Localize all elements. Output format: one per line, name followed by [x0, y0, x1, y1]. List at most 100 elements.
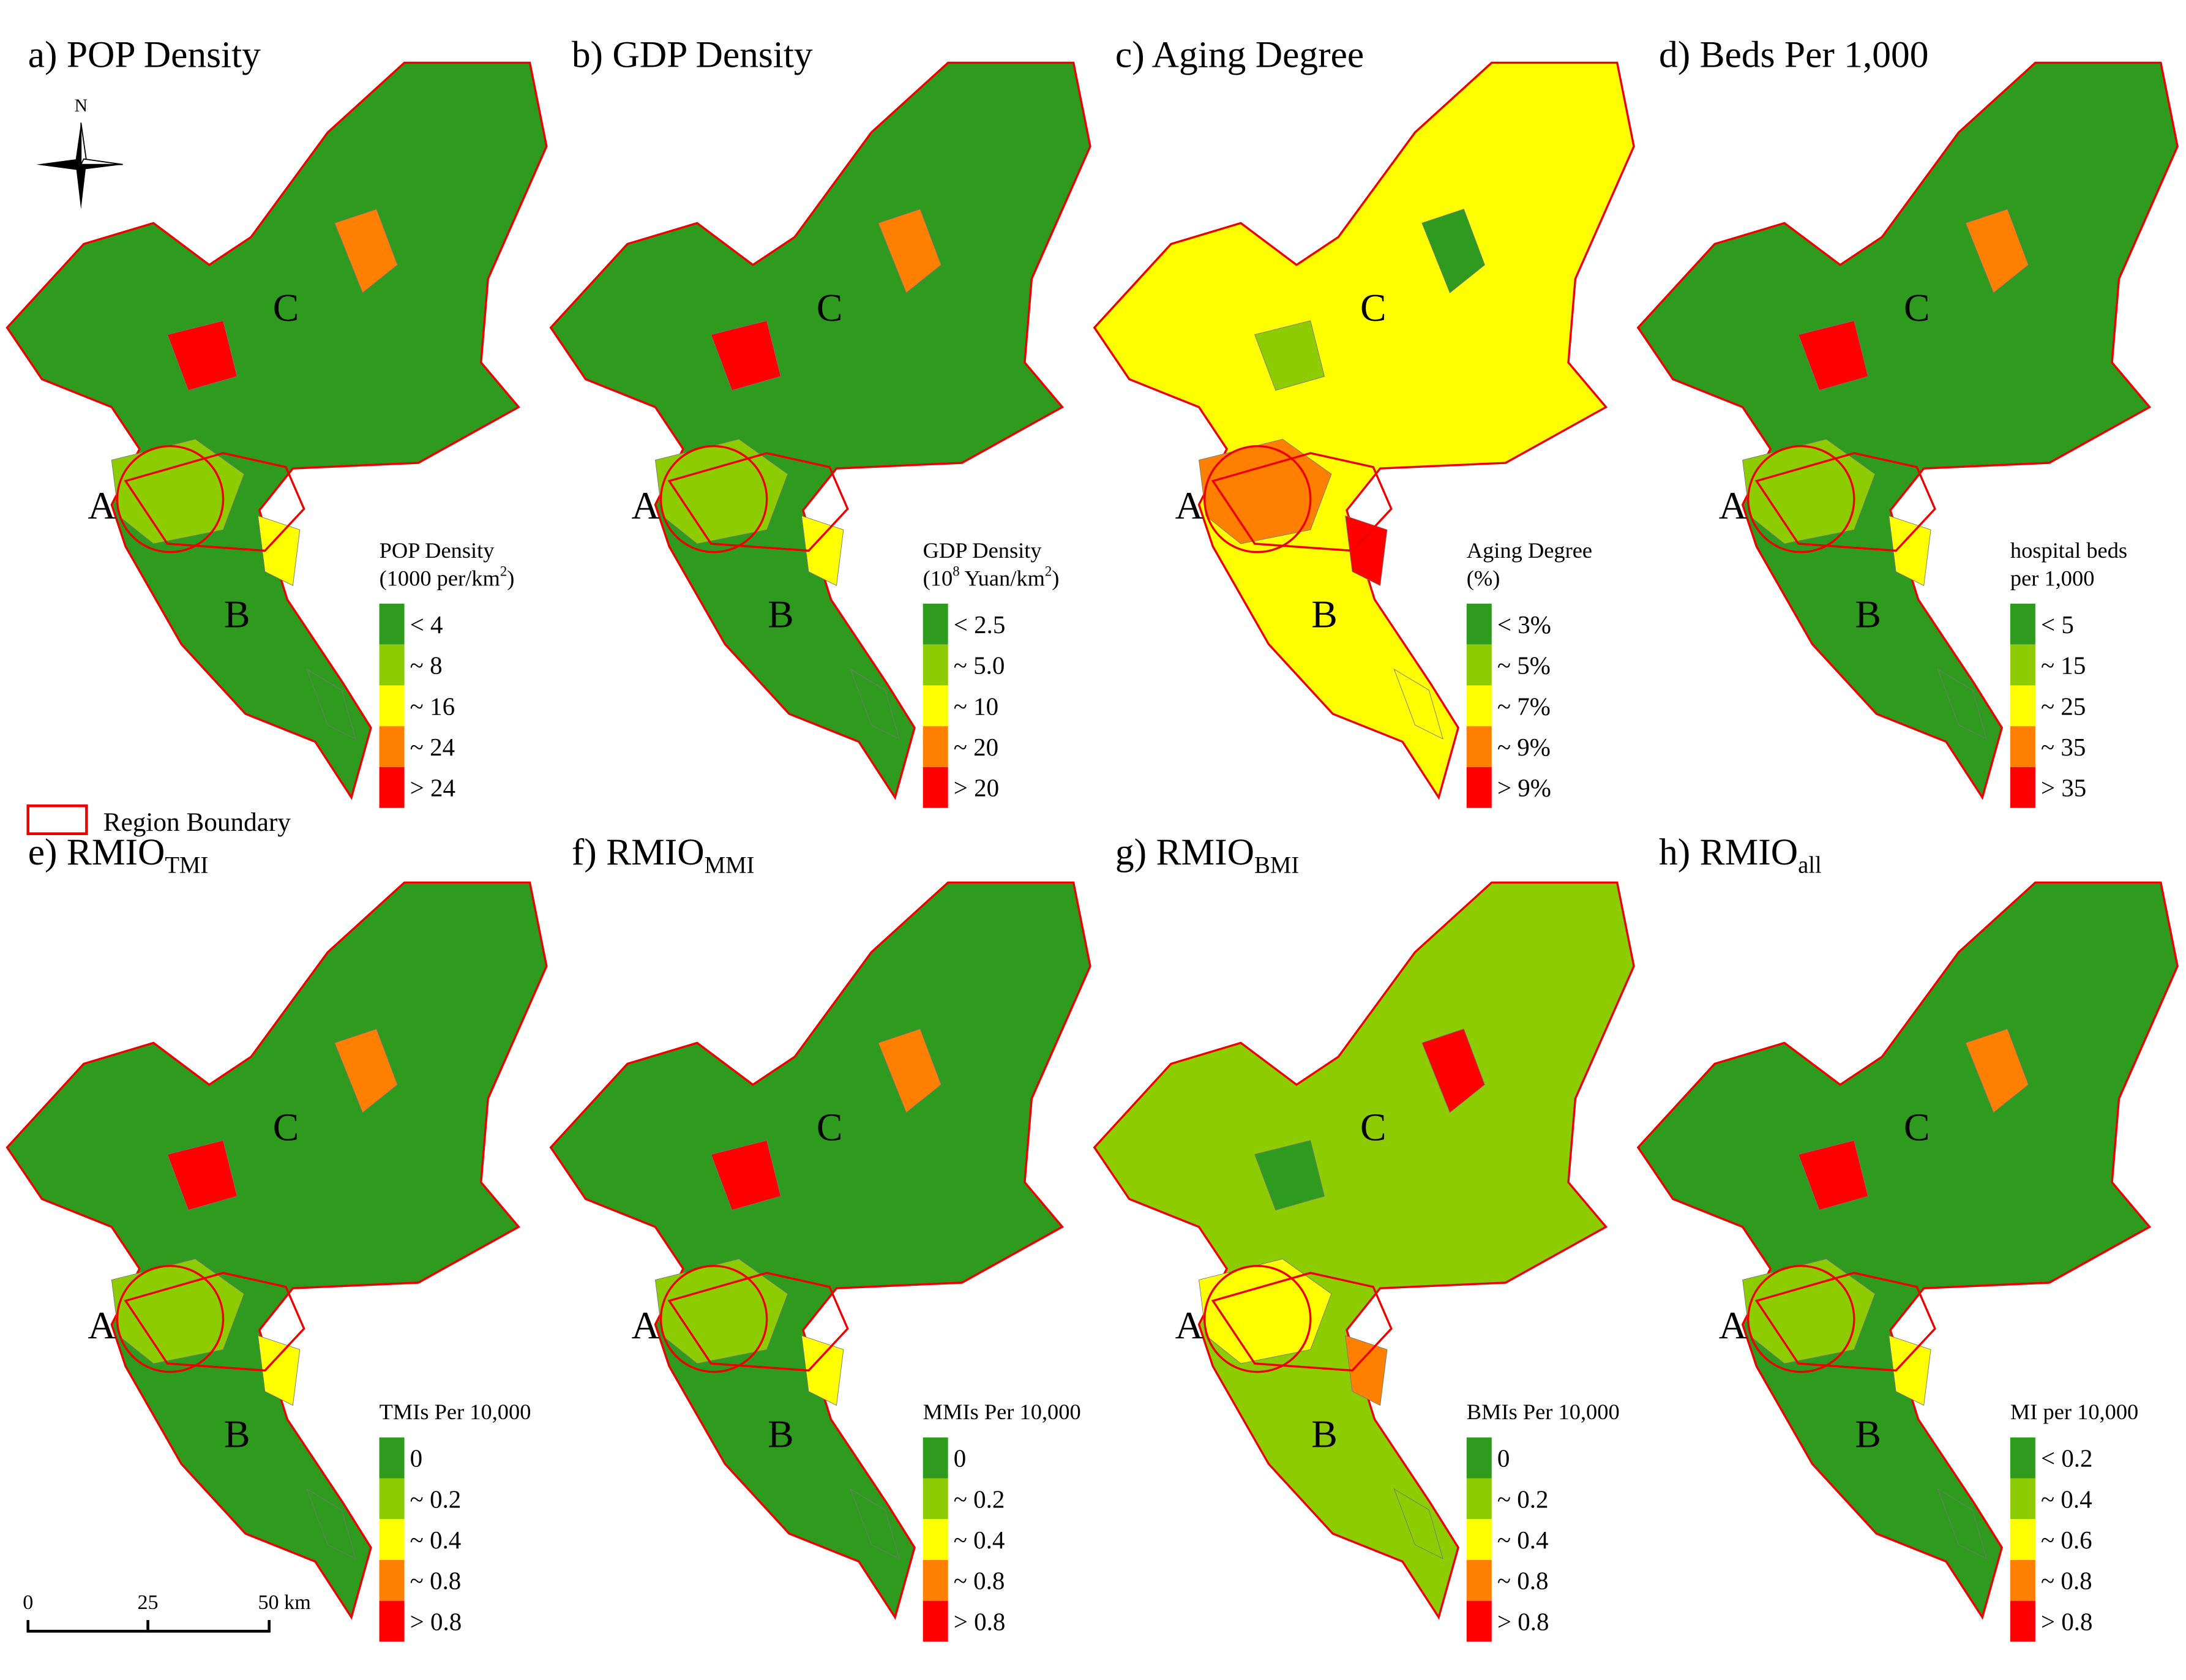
legend-swatch — [923, 685, 948, 727]
legend-label: > 0.8 — [2041, 1607, 2093, 1635]
legend-title: GDP Density — [923, 538, 1042, 563]
legend-swatch — [379, 1600, 405, 1642]
district — [334, 209, 398, 293]
region-label: A — [632, 1303, 660, 1347]
legend-swatch — [2010, 1519, 2035, 1560]
legend-label: > 0.8 — [954, 1607, 1006, 1635]
legend-swatch — [1466, 1600, 1492, 1642]
region-area — [6, 881, 548, 1620]
district — [306, 1488, 356, 1559]
region-label: B — [224, 593, 250, 636]
legend-label: ~ 0.8 — [954, 1567, 1005, 1595]
region-boundary — [667, 1272, 849, 1372]
region-label: B — [1311, 1412, 1338, 1456]
region-a-circle — [1747, 1264, 1855, 1373]
district — [1393, 668, 1443, 740]
region-a-circle — [659, 444, 768, 553]
panel-title-main: h) RMIO — [1659, 831, 1798, 873]
legend-label: 0 — [954, 1444, 966, 1472]
legend-swatch — [923, 1519, 948, 1560]
district — [1345, 1335, 1388, 1406]
legend-label: ~ 9% — [1497, 733, 1551, 761]
scale-label: 50 km — [258, 1591, 311, 1614]
region-label: A — [88, 1303, 116, 1347]
district — [850, 668, 900, 740]
legend-swatch — [1466, 1519, 1492, 1560]
boundary-legend-label: Region Boundary — [103, 808, 291, 837]
legend-title: (108 Yuan/km2) — [923, 563, 1060, 590]
legend-title-text: hospital beds — [2010, 538, 2127, 563]
district — [1345, 515, 1388, 587]
district — [334, 1028, 398, 1113]
boundary-legend: Region Boundary — [26, 804, 291, 837]
panel-title-main: d) Beds Per 1,000 — [1659, 34, 1929, 75]
legend-swatch — [2010, 767, 2035, 808]
panel-title-main: c) Aging Degree — [1115, 34, 1364, 75]
legend-label: > 35 — [2041, 774, 2086, 802]
legend-swatch — [923, 767, 948, 808]
panel-title: d) Beds Per 1,000 — [1659, 34, 1929, 75]
panel-title: h) RMIOall — [1659, 831, 1822, 879]
region-label: B — [768, 1412, 794, 1456]
district — [1965, 209, 2029, 293]
region-label: B — [224, 1412, 250, 1456]
legend-label: ~ 24 — [410, 733, 455, 761]
legend-title-text: Yuan/km — [960, 566, 1045, 590]
legend-label: ~ 20 — [954, 733, 998, 761]
region-area — [1093, 881, 1635, 1620]
legend-label: ~ 0.4 — [1497, 1526, 1549, 1554]
legend-swatch — [379, 726, 405, 767]
legend-label: ~ 0.8 — [2041, 1567, 2092, 1595]
district — [1888, 515, 1931, 587]
legend-label: ~ 0.6 — [2041, 1526, 2092, 1554]
legend-swatch — [379, 1559, 405, 1601]
map-panel: A B Cf) RMIOMMI MMIs Per 10,000 0 ~ 0.2 ~ 0.4 ~… — [549, 831, 1091, 1642]
region-boundary — [124, 1272, 305, 1372]
legend-title-text: Aging Degree — [1467, 538, 1592, 563]
legend-label: < 2.5 — [954, 610, 1006, 639]
district — [257, 515, 301, 587]
panel-title-sub: TMI — [165, 853, 208, 879]
legend-label: ~ 5% — [1497, 651, 1551, 680]
legend-label: > 0.8 — [1497, 1607, 1549, 1635]
region-a-circle — [1203, 1264, 1312, 1373]
legend-title: POP Density — [380, 538, 495, 563]
region-label: C — [817, 1106, 843, 1149]
district — [878, 1028, 941, 1113]
north-label: N — [75, 96, 88, 116]
legend-title: TMIs Per 10,000 — [380, 1400, 531, 1424]
legend-title-text: BMIs Per 10,000 — [1467, 1400, 1620, 1424]
region-area — [549, 61, 1091, 800]
district — [1937, 668, 1987, 740]
panel-title: f) RMIOMMI — [572, 831, 755, 879]
scale-bar: 0 25 50 km — [23, 1591, 311, 1633]
legend-title-sup: 2 — [500, 563, 507, 579]
region-label: B — [1855, 593, 1881, 636]
legend-swatch — [923, 644, 948, 686]
district — [710, 1140, 781, 1211]
legend-title: (%) — [1467, 566, 1500, 590]
legend-label: ~ 10 — [954, 692, 998, 720]
legend-title: Aging Degree — [1467, 538, 1592, 563]
legend-label: ~ 8 — [410, 651, 443, 680]
region-label: B — [1855, 1412, 1881, 1456]
region-area — [1636, 61, 2179, 800]
panel-title-sub: BMI — [1254, 853, 1299, 879]
panel-title: a) POP Density — [28, 34, 261, 75]
legend-swatch — [2010, 1437, 2035, 1479]
region-area — [1093, 61, 1635, 800]
legend-swatch — [2010, 644, 2035, 686]
scale-label: 0 — [23, 1591, 33, 1614]
panel-title: c) Aging Degree — [1115, 34, 1364, 75]
legend-label: ~ 7% — [1497, 692, 1551, 720]
region-a-circle — [1747, 444, 1855, 553]
region-label: C — [273, 1106, 299, 1149]
region-a-circle — [1203, 444, 1312, 553]
legend-label: > 0.8 — [410, 1607, 462, 1635]
legend-title-text: (1000 per/km — [380, 566, 500, 590]
legend-swatch — [1466, 685, 1492, 727]
legend-swatch — [1466, 767, 1492, 808]
